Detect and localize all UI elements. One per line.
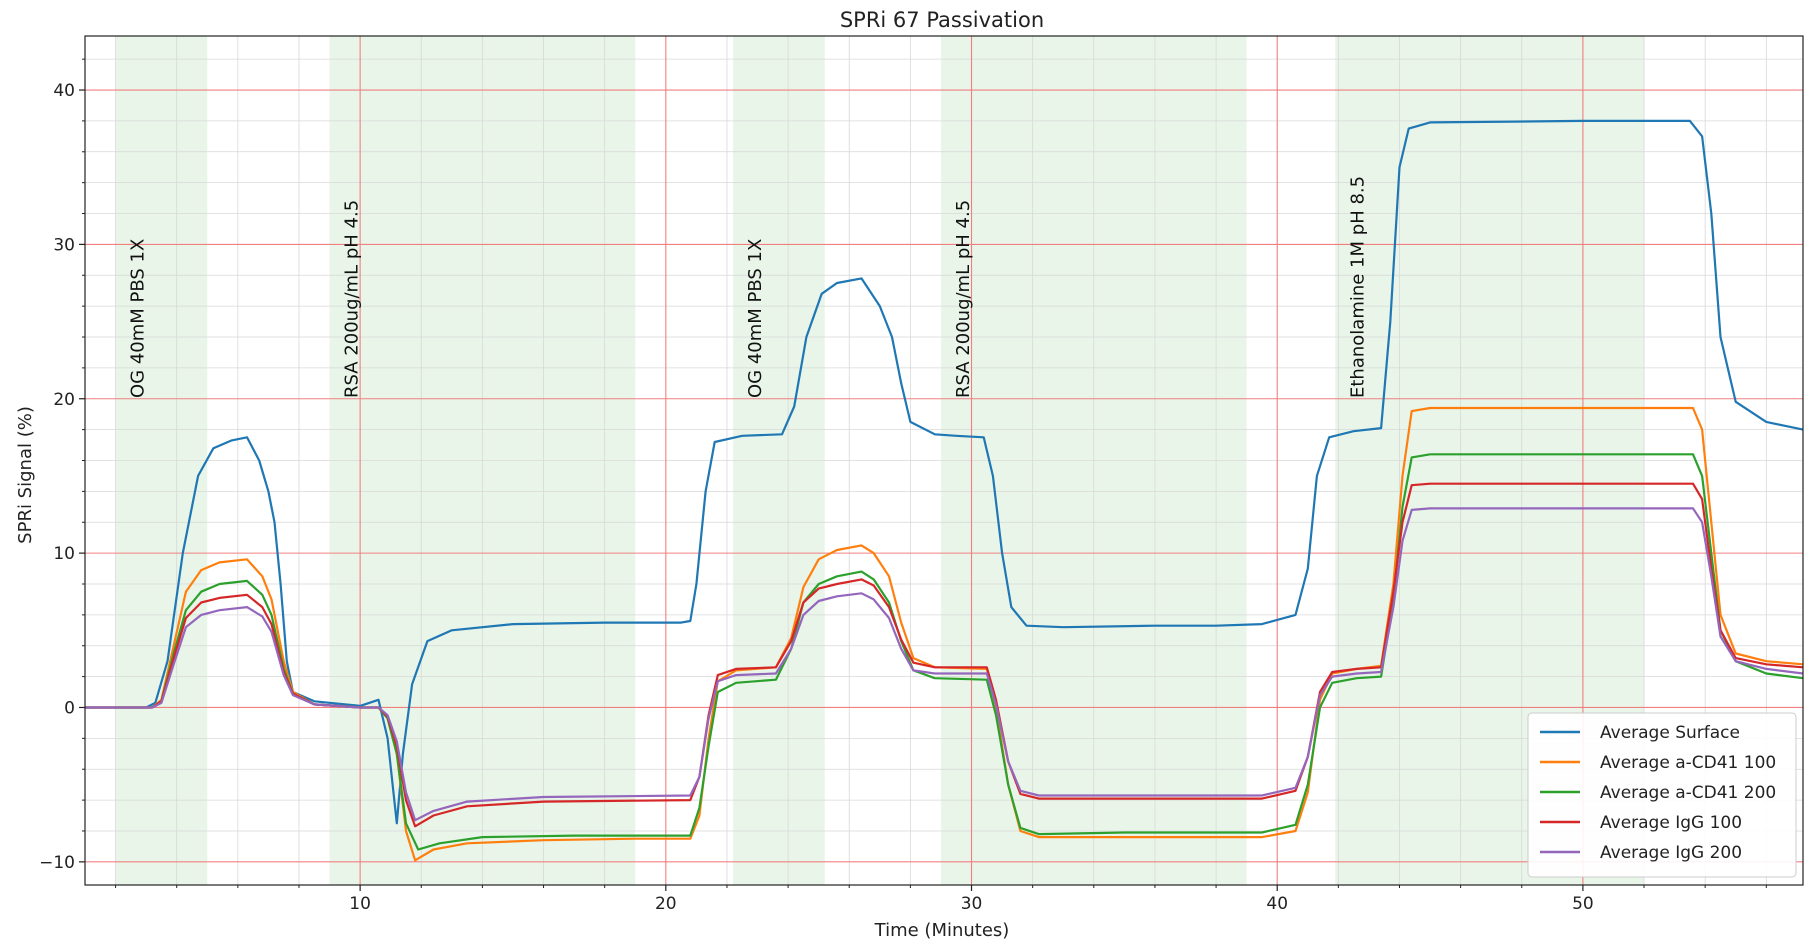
region-annotation-1: OG 40mM PBS 1X (128, 239, 149, 398)
axes: 10 20 30 40 50 −10 0 10 20 30 40 (39, 35, 1804, 914)
x-tick-label: 30 (961, 894, 983, 914)
x-tick-label: 10 (349, 894, 371, 914)
legend-label-3: Average a-CD41 200 (1600, 783, 1776, 803)
region-annotation-4: RSA 200ug/mL pH 4.5 (953, 200, 974, 398)
region-annotations: OG 40mM PBS 1X RSA 200ug/mL pH 4.5 OG 40mM… (128, 176, 1369, 398)
legend-label-4: Average IgG 100 (1600, 813, 1742, 833)
x-tick-label: 50 (1572, 894, 1594, 914)
y-tick-label: 0 (64, 698, 75, 718)
region-annotation-5: Ethanolamine 1M pH 8.5 (1347, 176, 1368, 398)
y-tick-label: −10 (39, 853, 75, 873)
series-line-5 (85, 507, 1804, 822)
region-annotation-3: OG 40mM PBS 1X (745, 239, 766, 398)
legend-label-1: Average Surface (1600, 723, 1740, 743)
legend-label-5: Average IgG 200 (1600, 843, 1742, 863)
series-line-4 (85, 482, 1804, 828)
y-tick-label: 40 (53, 81, 75, 101)
y-axis-title: SPRi Signal (%) (15, 406, 36, 544)
x-axis-title: Time (Minutes) (874, 920, 1010, 941)
y-tick-label: 30 (53, 235, 75, 255)
legend: Average Surface Average a-CD41 100 Average… (1527, 712, 1797, 878)
chart-title: SPRi 67 Passivation (840, 8, 1044, 32)
region-annotation-2: RSA 200ug/mL pH 4.5 (342, 200, 363, 398)
legend-box (1527, 712, 1797, 878)
x-tick-label: 20 (655, 894, 677, 914)
y-tick-label: 20 (53, 390, 75, 410)
y-tick-label: 10 (53, 544, 75, 564)
series-lines (85, 119, 1804, 862)
series-line-1 (85, 119, 1804, 825)
legend-label-2: Average a-CD41 100 (1600, 753, 1776, 773)
x-tick-label: 40 (1266, 894, 1288, 914)
